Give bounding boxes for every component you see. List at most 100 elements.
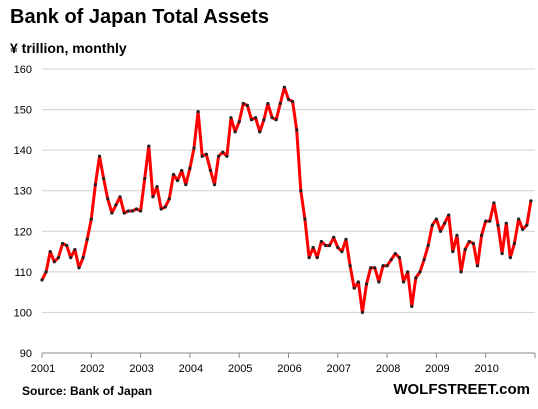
data-point bbox=[319, 239, 323, 244]
x-tick-label: 2009 bbox=[425, 363, 449, 375]
x-tick-label: 2002 bbox=[80, 363, 104, 375]
data-point bbox=[69, 256, 73, 260]
data-point bbox=[323, 243, 328, 248]
data-point bbox=[262, 118, 266, 122]
data-point bbox=[426, 243, 430, 248]
data-point bbox=[52, 260, 56, 264]
data-point bbox=[492, 201, 496, 205]
data-point bbox=[118, 195, 122, 199]
data-point bbox=[459, 270, 463, 274]
data-point bbox=[471, 241, 475, 246]
data-point bbox=[336, 245, 340, 250]
data-point bbox=[360, 310, 365, 315]
data-point bbox=[270, 116, 274, 120]
x-tick-label: 2007 bbox=[327, 363, 351, 375]
data-point bbox=[344, 237, 348, 241]
data-point bbox=[175, 178, 180, 183]
data-point bbox=[200, 154, 204, 158]
data-point bbox=[241, 101, 245, 106]
data-point bbox=[163, 205, 167, 209]
data-point bbox=[397, 256, 402, 260]
data-point bbox=[307, 256, 311, 260]
data-point bbox=[340, 249, 344, 254]
data-point bbox=[143, 176, 147, 181]
data-point bbox=[414, 276, 418, 280]
data-point bbox=[237, 120, 241, 124]
data-point bbox=[364, 282, 369, 286]
data-point bbox=[500, 252, 504, 256]
data-point bbox=[254, 116, 258, 120]
data-point bbox=[315, 256, 319, 260]
data-point bbox=[508, 256, 512, 260]
data-point bbox=[410, 304, 414, 308]
data-point bbox=[229, 116, 233, 120]
data-point bbox=[377, 280, 381, 284]
data-point bbox=[48, 249, 52, 254]
data-point bbox=[188, 166, 192, 170]
data-point bbox=[249, 118, 254, 122]
data-point bbox=[516, 217, 521, 221]
y-tick-label: 120 bbox=[14, 226, 32, 238]
data-point bbox=[401, 280, 406, 284]
x-tick-label: 2008 bbox=[376, 363, 400, 375]
data-point bbox=[496, 223, 500, 227]
data-point bbox=[282, 85, 287, 89]
chart-title: Bank of Japan Total Assets bbox=[10, 6, 269, 28]
data-point bbox=[192, 146, 196, 150]
data-point bbox=[430, 223, 434, 227]
data-point bbox=[217, 154, 221, 158]
data-point bbox=[484, 219, 488, 223]
data-point bbox=[40, 278, 44, 282]
data-point bbox=[278, 101, 282, 106]
x-tick-label: 2010 bbox=[474, 363, 498, 375]
data-point bbox=[373, 266, 377, 270]
data-point bbox=[221, 150, 225, 154]
data-point bbox=[44, 270, 48, 274]
x-tick-label: 2001 bbox=[31, 363, 55, 375]
data-point bbox=[352, 286, 356, 290]
data-point bbox=[134, 207, 139, 211]
y-tick-label: 150 bbox=[14, 105, 32, 117]
data-point bbox=[167, 197, 171, 201]
data-point bbox=[147, 144, 151, 148]
series-layer bbox=[40, 85, 533, 315]
data-point bbox=[389, 258, 393, 262]
data-point bbox=[245, 103, 250, 108]
data-point bbox=[369, 266, 373, 270]
data-point bbox=[73, 247, 77, 252]
data-point bbox=[455, 233, 459, 237]
data-point bbox=[451, 249, 455, 254]
x-axis: 2001 2002 2003 2004 2005 2006 2007 2008 2009 2010 bbox=[31, 353, 536, 375]
data-point bbox=[77, 266, 81, 270]
data-point bbox=[475, 264, 480, 268]
data-point bbox=[385, 264, 389, 268]
chart-subtitle: ¥ trillion, monthly bbox=[10, 40, 127, 56]
data-point bbox=[65, 243, 69, 248]
data-point bbox=[438, 229, 443, 233]
data-point bbox=[151, 195, 155, 199]
data-point bbox=[529, 199, 533, 203]
data-point bbox=[93, 183, 97, 187]
data-point bbox=[56, 256, 61, 260]
y-tick-label: 160 bbox=[14, 64, 32, 76]
data-point bbox=[204, 152, 208, 156]
data-point bbox=[85, 237, 89, 241]
data-point bbox=[266, 101, 270, 106]
data-point bbox=[480, 233, 484, 237]
x-tick-label: 2004 bbox=[179, 363, 203, 375]
data-point bbox=[130, 209, 134, 213]
data-point bbox=[212, 183, 217, 187]
source-note: Source: Bank of Japan bbox=[22, 384, 153, 398]
data-point bbox=[521, 227, 525, 231]
data-point bbox=[443, 221, 447, 225]
data-point bbox=[122, 211, 126, 215]
data-point bbox=[447, 213, 451, 217]
data-point bbox=[406, 270, 410, 274]
brand-logo-text: WOLFSTREET.com bbox=[393, 381, 530, 398]
data-point bbox=[110, 211, 114, 215]
y-tick-label: 100 bbox=[14, 307, 32, 319]
data-point bbox=[159, 207, 163, 211]
data-point bbox=[418, 270, 422, 274]
data-point bbox=[463, 247, 467, 252]
data-point bbox=[274, 118, 278, 122]
